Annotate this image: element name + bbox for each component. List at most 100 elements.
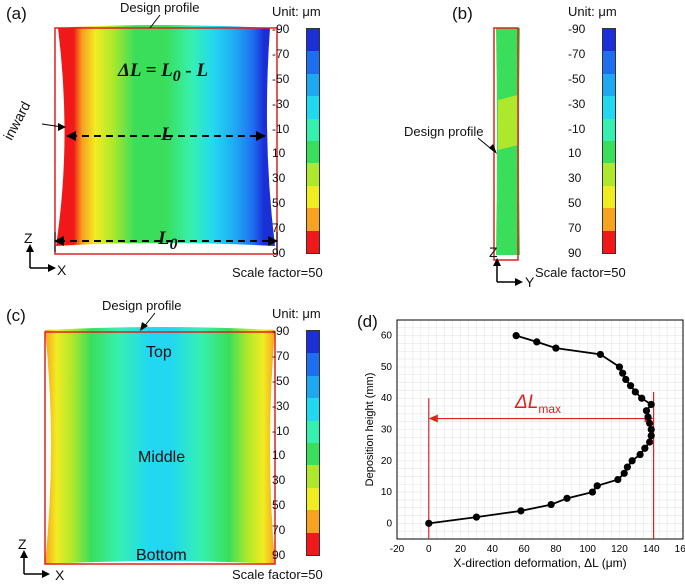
colorbar-tick: 70: [272, 523, 286, 537]
panel-c-bottom: Bottom: [136, 547, 187, 564]
data-point: [563, 494, 571, 502]
x-tick-label: 60: [519, 544, 531, 555]
colorbar-tick: -90: [568, 22, 586, 36]
formula-delta-l: ΔL = L0 - L: [118, 60, 208, 86]
colorbar-swatch: [603, 51, 615, 74]
panel-c-unit: Unit: μm: [272, 306, 321, 321]
y-tick-label: 0: [386, 518, 392, 529]
colorbar-swatch: [603, 96, 615, 119]
colorbar-swatch: [603, 230, 615, 254]
x-tick-label: 40: [487, 544, 499, 555]
panel-b-axis-y: Y: [525, 274, 535, 290]
data-point: [596, 350, 604, 359]
colorbar-swatch: [307, 118, 319, 142]
y-tick-label: 20: [381, 456, 393, 467]
colorbar-swatch: [307, 331, 319, 354]
colorbar-swatch: [307, 375, 319, 399]
data-point: [646, 438, 654, 446]
colorbar-swatch: [307, 141, 319, 164]
data-point: [620, 469, 628, 477]
data-point: [512, 332, 520, 340]
data-point: [647, 400, 655, 409]
panel-d-label: (d): [357, 312, 378, 331]
colorbar-tick: -30: [272, 398, 290, 413]
data-point: [547, 500, 555, 509]
colorbar-swatch: [307, 51, 319, 74]
colorbar-tick: -90: [272, 22, 290, 36]
panel-c-design-profile: Design profile: [102, 298, 182, 313]
data-point: [619, 369, 627, 377]
colorbar-swatch: [603, 185, 615, 209]
colorbar-tick: -10: [272, 423, 290, 438]
colorbar-swatch: [307, 185, 319, 209]
panel-a-design-profile: Design profile: [120, 0, 200, 15]
colorbar-tick: -70: [568, 46, 586, 61]
panel-a-colorbar: [306, 28, 320, 254]
colorbar-tick: 10: [568, 146, 582, 161]
data-point: [614, 475, 622, 484]
formula-sub: 0: [172, 67, 181, 85]
colorbar-swatch: [603, 29, 615, 52]
colorbar-swatch: [307, 73, 319, 97]
colorbar-swatch: [603, 141, 615, 164]
colorbar-tick: 30: [272, 473, 286, 488]
colorbar-tick: 70: [568, 221, 582, 235]
data-point: [472, 513, 481, 521]
panel-a-scale: Scale factor=50: [232, 265, 323, 280]
y-tick-label: 30: [381, 425, 393, 436]
panel-a-colorbar-ticks: -90 -70 -50 -30 -10 10 30 50 70 90: [272, 22, 289, 260]
data-point: [644, 413, 652, 421]
y-tick-label: 10: [381, 487, 393, 498]
panel-c-axis-z: Z: [18, 536, 27, 552]
data-point: [552, 344, 560, 352]
panel-c-middle: Middle: [138, 449, 186, 466]
panel-a-axis-x: X: [57, 262, 67, 278]
data-point: [517, 507, 525, 515]
x-tick-label: 0: [426, 544, 432, 555]
panel-b-scale: Scale factor=50: [535, 265, 626, 280]
colorbar-tick: -30: [272, 96, 290, 111]
data-point: [636, 450, 644, 459]
data-point: [628, 457, 636, 465]
data-point: [588, 488, 597, 496]
colorbar-tick: -50: [568, 71, 586, 86]
formula-part-a: ΔL = L: [118, 60, 173, 81]
panel-c-label: (c): [6, 306, 26, 325]
panel-b-colorbar-ticks: -90 -70 -50 -30 -10 10 30 50 70 90: [568, 22, 585, 260]
colorbar-swatch: [307, 487, 319, 511]
data-point: [647, 432, 655, 440]
colorbar-tick: 50: [568, 196, 582, 211]
x-tick-label: 80: [550, 544, 562, 555]
label-l: L: [161, 124, 173, 145]
colorbar-swatch: [307, 208, 319, 231]
colorbar-tick: 90: [272, 245, 286, 260]
colorbar-tick: 30: [568, 171, 582, 186]
data-point: [642, 407, 651, 415]
data-point: [626, 382, 635, 390]
colorbar-swatch: [307, 96, 319, 119]
colorbar-swatch: [603, 118, 615, 142]
data-point: [533, 338, 541, 346]
x-tick-label: 140: [643, 544, 660, 555]
colorbar-swatch: [307, 398, 319, 421]
panel-c-scale: Scale factor=50: [232, 567, 323, 582]
label-l0-sub: 0: [169, 235, 178, 253]
panel-a-axis-z: Z: [24, 230, 33, 246]
y-tick-label: 40: [381, 393, 393, 404]
label-l0: L0: [158, 228, 178, 254]
x-tick-label: 160: [675, 544, 685, 555]
data-point: [646, 419, 654, 427]
y-tick-label: 60: [381, 331, 393, 342]
colorbar-tick: 10: [272, 448, 286, 463]
data-point: [425, 519, 433, 527]
formula-part-b: - L: [180, 60, 209, 81]
x-tick-label: 100: [579, 544, 596, 555]
colorbar-swatch: [307, 353, 319, 376]
colorbar-tick: 10: [272, 146, 286, 161]
colorbar-tick: -70: [272, 46, 290, 61]
data-point: [623, 463, 631, 471]
colorbar-swatch: [603, 208, 615, 231]
x-tick-label: 120: [611, 544, 628, 555]
